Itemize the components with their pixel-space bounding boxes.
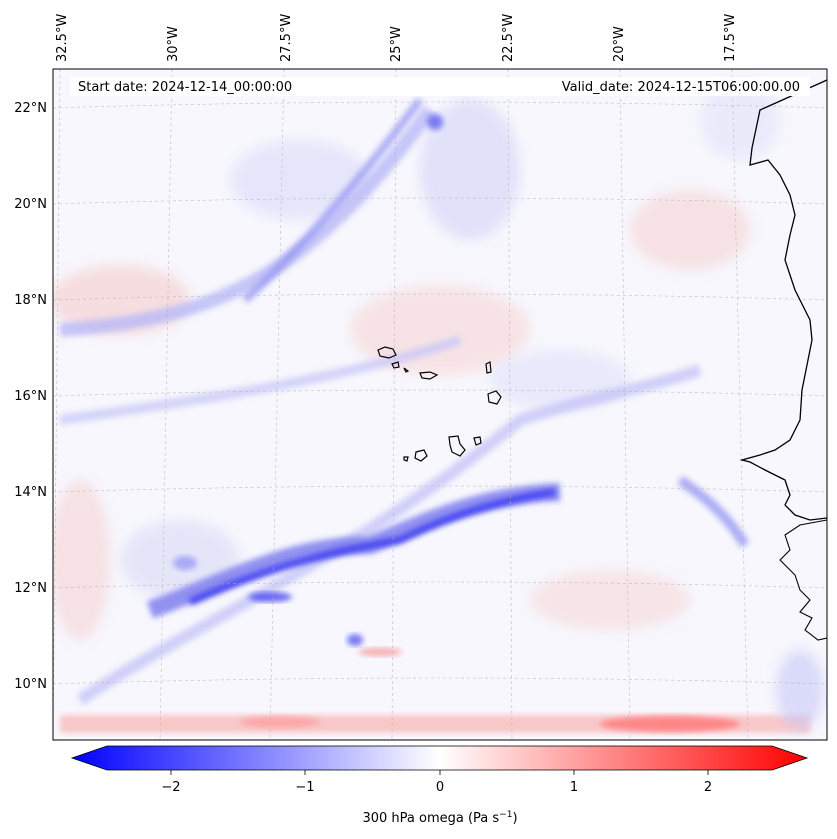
lon-label: 27.5°W (279, 14, 294, 62)
cape-verde-islands (377, 346, 502, 462)
map-panel: Start date: 2024-12-14_00:00:00 Valid_da… (53, 69, 827, 740)
lon-label: 20°W (612, 26, 627, 62)
colorbar-tick: −1 (295, 780, 314, 795)
lon-label: 22.5°W (501, 14, 516, 62)
latitude-labels: 22°N 20°N 18°N 16°N 14°N 12°N 10°N (14, 101, 47, 692)
lat-label: 14°N (14, 485, 47, 500)
coastline-guinea (779, 519, 827, 641)
colorbar: −2 −1 0 1 2 300 hPa omega (Pa s−1) (70, 745, 809, 826)
colorbar-gradient (70, 745, 809, 771)
coastline (739, 79, 827, 521)
colorbar-tick: 1 (570, 780, 578, 795)
date-header (70, 77, 810, 96)
colorbar-tick: 0 (436, 780, 444, 795)
colorbar-tick: 2 (704, 780, 712, 795)
valid-date-label: Valid_date: 2024-12-15T06:00:00.00 (562, 80, 800, 95)
start-date-label: Start date: 2024-12-14_00:00:00 (78, 80, 292, 95)
longitude-labels: 32.5°W 30°W 27.5°W 25°W 22.5°W 20°W 17.5… (55, 14, 738, 62)
colorbar-tick: −2 (161, 780, 180, 795)
omega-field (53, 80, 824, 733)
lat-label: 20°N (14, 197, 47, 212)
lat-label: 18°N (14, 293, 47, 308)
lon-label: 32.5°W (55, 14, 70, 62)
lon-label: 25°W (389, 26, 404, 62)
graticule (53, 69, 827, 740)
lat-label: 12°N (14, 581, 47, 596)
lat-label: 22°N (14, 101, 47, 116)
lon-label: 30°W (166, 26, 181, 62)
colorbar-label: 300 hPa omega (Pa s−1) (362, 810, 517, 826)
lat-label: 16°N (14, 389, 47, 404)
map-frame (52, 68, 828, 741)
lon-label: 17.5°W (723, 14, 738, 62)
lat-label: 10°N (14, 677, 47, 692)
